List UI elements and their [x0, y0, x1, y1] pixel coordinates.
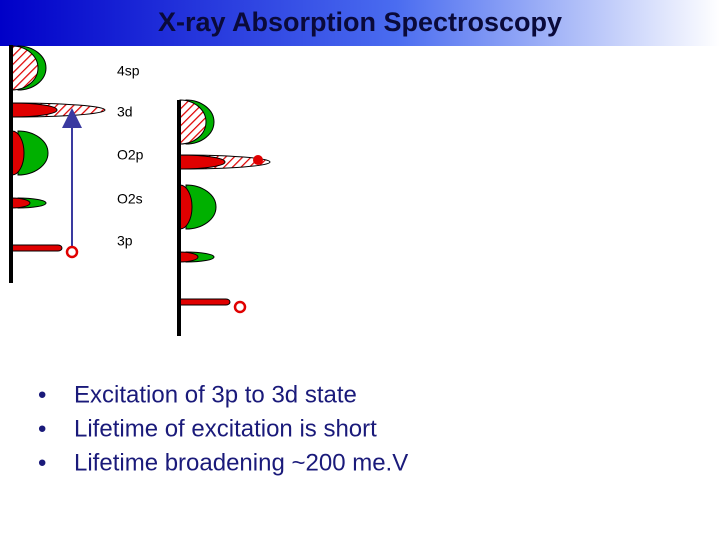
bullet-dot: •	[38, 449, 46, 476]
bullet: Lifetime of excitation is short	[74, 415, 377, 442]
level-label: 4sp	[117, 63, 140, 79]
level-label: O2s	[117, 191, 143, 207]
level-label: 3d	[117, 104, 133, 120]
excited-state-diagram	[177, 99, 271, 336]
level-label: 3p	[117, 233, 133, 249]
ground-state-diagram	[9, 45, 106, 283]
bullet-dot: •	[38, 415, 46, 442]
bullet: Excitation of 3p to 3d state	[74, 381, 357, 408]
bullet-dot: •	[38, 381, 46, 408]
level-label: O2p	[117, 147, 144, 163]
bullet: Lifetime broadening ~200 me.V	[74, 449, 408, 476]
title-bar	[0, 0, 720, 46]
title: X-ray Absorption Spectroscopy	[158, 7, 562, 37]
